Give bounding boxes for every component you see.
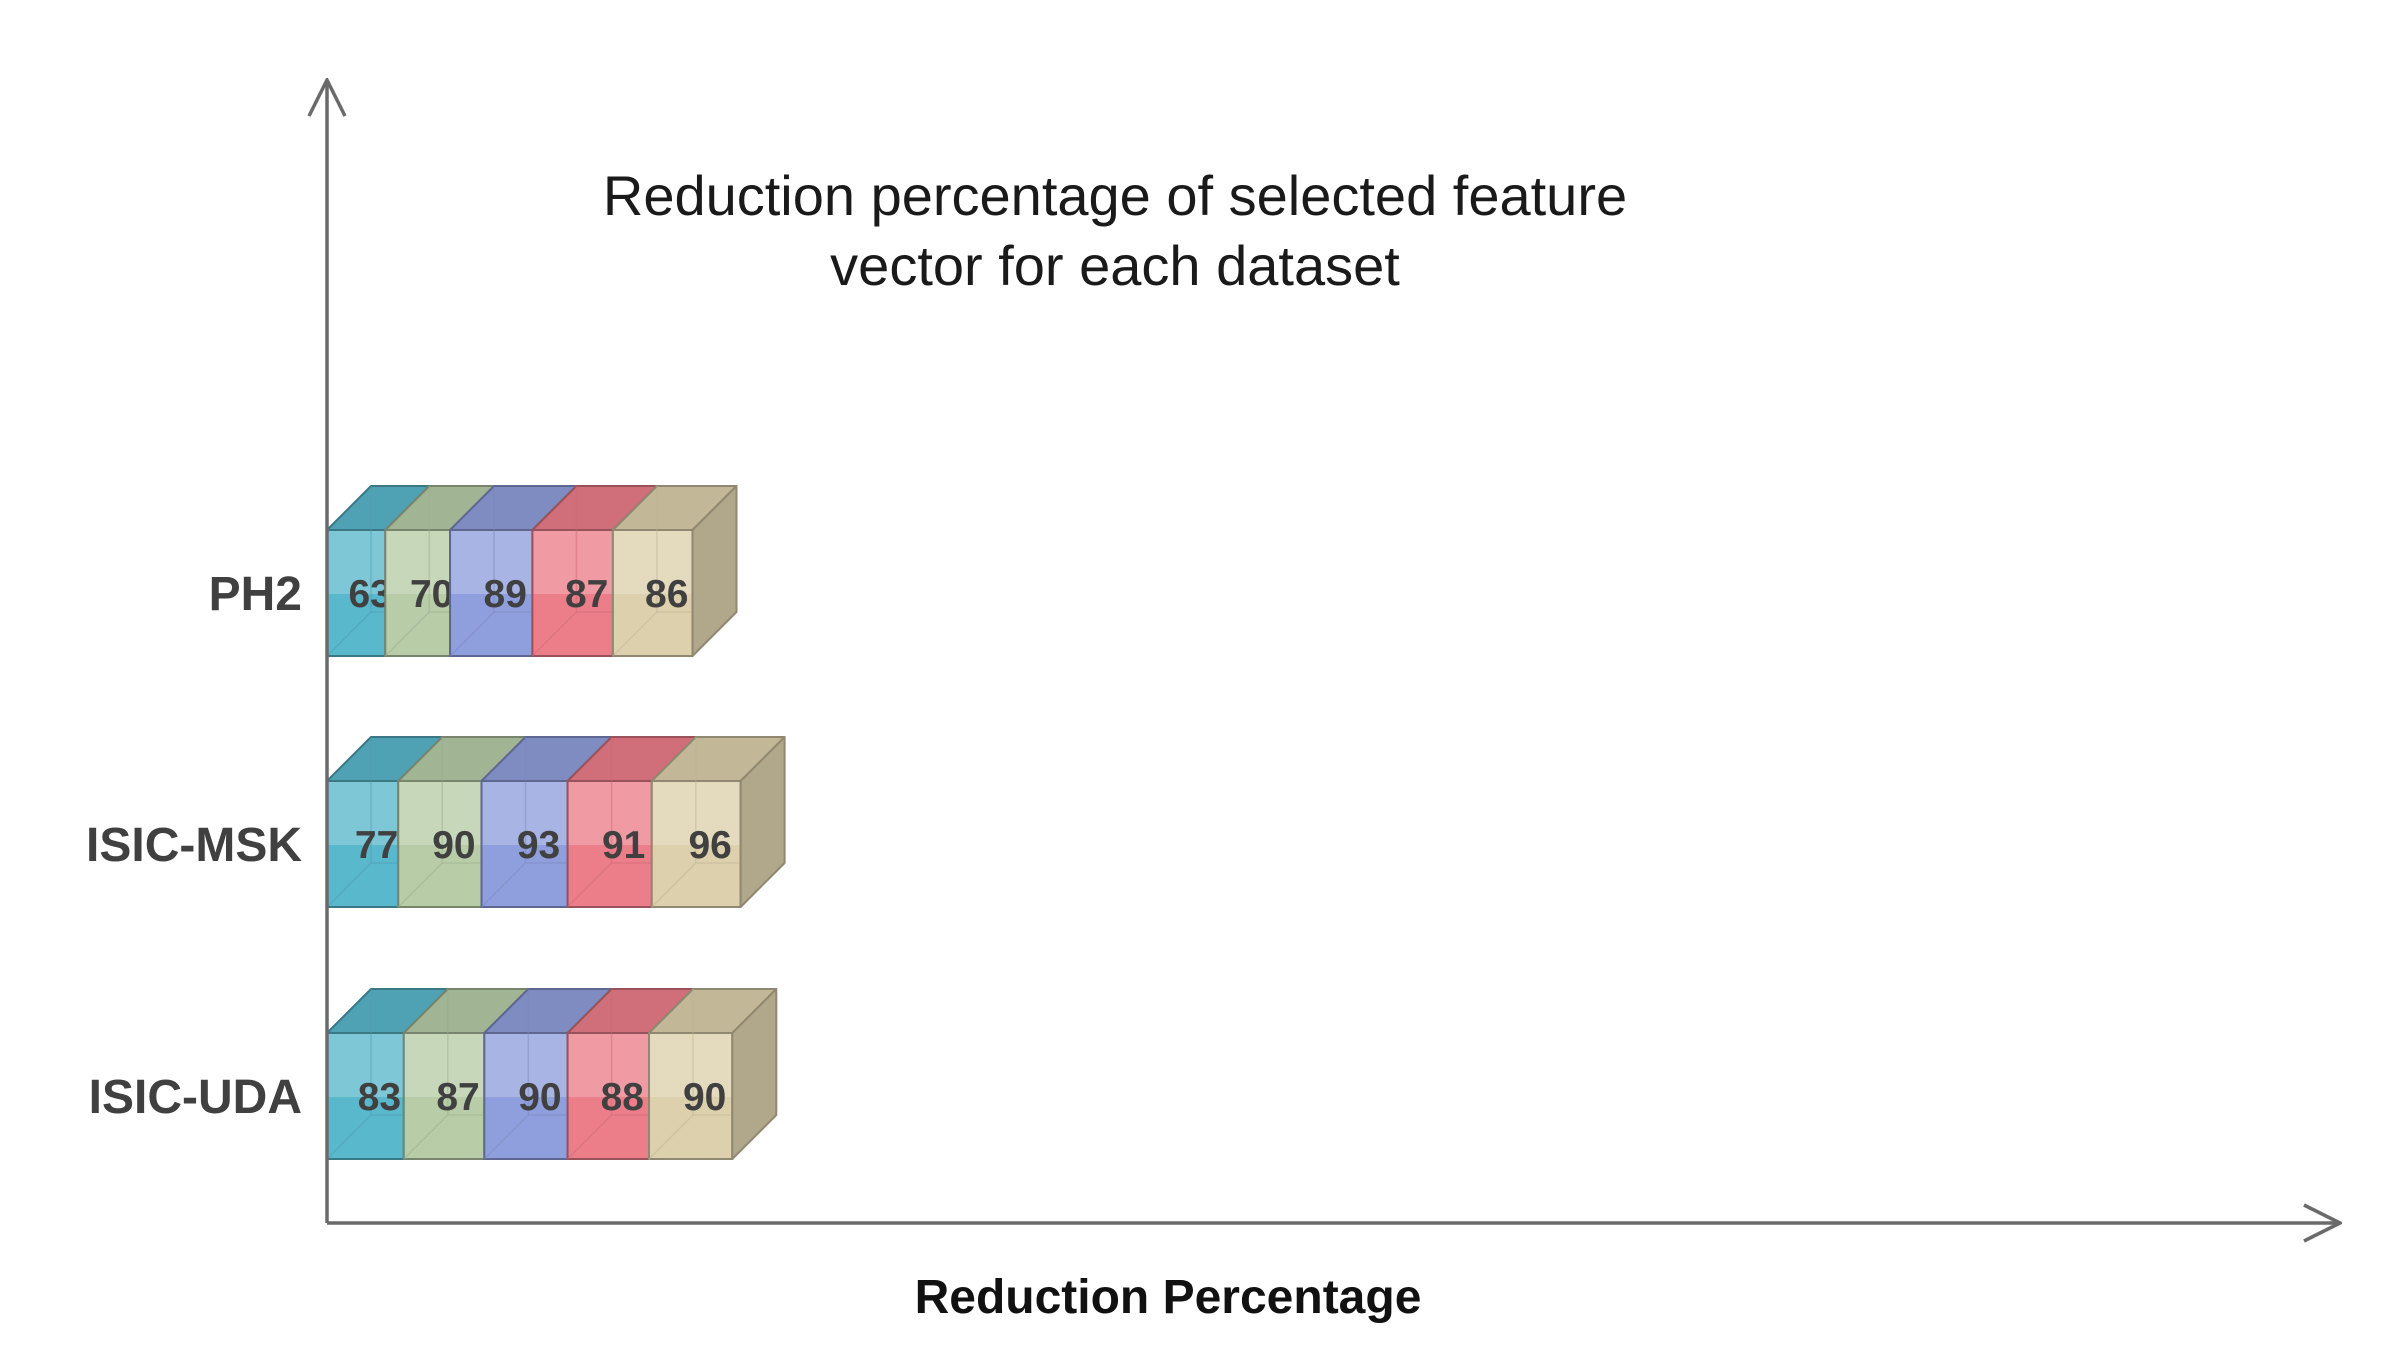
bar-depth-edge <box>326 1114 372 1160</box>
value-label: 90 <box>432 824 475 867</box>
value-label: 87 <box>436 1076 479 1119</box>
value-label: 90 <box>683 1076 726 1119</box>
bar-highlight <box>533 531 612 594</box>
value-label: 87 <box>565 573 608 616</box>
bar-highlight <box>482 782 567 845</box>
value-label: 83 <box>358 1076 401 1119</box>
value-label: 89 <box>484 573 527 616</box>
value-label: 96 <box>688 824 731 867</box>
bar-front-face <box>449 529 534 657</box>
value-label: 70 <box>410 573 453 616</box>
bar-segment <box>397 736 527 908</box>
bar-front-face <box>566 1032 651 1160</box>
bar-depth-edge <box>567 862 613 908</box>
bar-front-face <box>326 1032 405 1160</box>
bar-depth-edge <box>483 1114 529 1160</box>
bar-depth-edge <box>612 611 658 657</box>
category-label: ISIC-MSK <box>86 819 302 872</box>
bar-highlight <box>399 782 481 845</box>
bar-front-face <box>650 780 742 908</box>
bar-side-face <box>739 736 786 908</box>
bar-segment <box>483 988 613 1160</box>
category-label: ISIC-UDA <box>89 1071 302 1124</box>
bar-highlight <box>451 531 532 594</box>
category-label: PH2 <box>209 568 302 621</box>
bar-side-face <box>691 485 738 657</box>
bar-front-face <box>480 780 569 908</box>
bar-segment <box>402 988 530 1160</box>
bar-depth-edge <box>326 611 372 657</box>
bar-highlight <box>613 531 692 594</box>
bar-depth-edge <box>480 862 527 908</box>
value-label: 93 <box>517 824 560 867</box>
bar-highlight <box>404 1034 484 1097</box>
bar-front-face <box>384 529 452 657</box>
bar-depth-edge <box>403 1114 449 1160</box>
chart-title-line-1: Reduction percentage of selected feature <box>603 164 1627 227</box>
bar-segment <box>326 736 444 908</box>
bar-side-face <box>731 988 778 1160</box>
bar-front-face <box>611 529 694 657</box>
bar-depth-edge <box>397 862 443 908</box>
bar-front-face <box>531 529 614 657</box>
bar-highlight <box>485 1034 567 1097</box>
bar-depth-edge <box>651 862 697 908</box>
bar-highlight <box>328 782 398 845</box>
bar-highlight <box>328 1034 403 1097</box>
bar-depth-edge <box>648 1114 694 1160</box>
bar-depth-edge <box>449 611 495 657</box>
bar-segment <box>611 485 738 657</box>
bar-highlight <box>652 782 740 845</box>
bar-depth-edge <box>384 611 430 657</box>
bar-segment <box>449 485 578 657</box>
bar-highlight <box>328 531 385 594</box>
bar-segment <box>650 736 786 908</box>
bar-depth-edge <box>326 862 372 908</box>
bar-depth-edge <box>531 611 577 657</box>
bar-front-face <box>483 1032 569 1160</box>
bar-segment <box>566 988 695 1160</box>
x-axis-label: Reduction Percentage <box>915 1271 1422 1324</box>
value-label: 77 <box>355 824 398 867</box>
bar-segment <box>648 988 778 1160</box>
bar-highlight <box>568 1034 649 1097</box>
value-label: 90 <box>518 1076 561 1119</box>
bar-front-face <box>566 780 653 908</box>
value-label: 86 <box>645 573 688 616</box>
bar-highlight <box>650 1034 732 1097</box>
bar-segment <box>566 736 697 908</box>
bar-depth-edge <box>567 1114 613 1160</box>
bar-highlight <box>568 782 651 845</box>
bar-segment <box>531 485 658 657</box>
value-label: 88 <box>601 1076 644 1119</box>
bar-front-face <box>402 1032 486 1160</box>
bar-highlight <box>386 531 450 594</box>
bar-front-face <box>326 780 400 908</box>
bar-front-face <box>397 780 483 908</box>
chart-title-line-2: vector for each dataset <box>830 234 1400 297</box>
bar-segment <box>480 736 613 908</box>
bar-front-face <box>648 1032 734 1160</box>
value-label: 91 <box>602 824 645 867</box>
